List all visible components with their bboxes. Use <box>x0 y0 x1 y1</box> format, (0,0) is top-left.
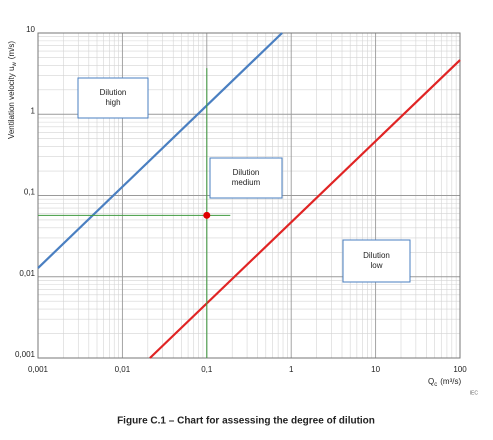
series-line <box>149 59 461 359</box>
x-tick-label: 0,01 <box>115 365 131 374</box>
x-label-sub: c <box>434 382 437 388</box>
annotation-text: Dilution <box>363 251 390 260</box>
x-tick-label: 1 <box>289 365 294 374</box>
x-tick-label: 0,1 <box>201 365 213 374</box>
plot-frame <box>37 32 461 359</box>
point <box>203 211 211 219</box>
y-label-sub: w <box>12 62 18 68</box>
y-tick-label: 10 <box>26 25 35 34</box>
x-tick-label: 100 <box>453 365 467 374</box>
annotation-text: Dilution <box>100 88 127 97</box>
y-tick-label: 1 <box>31 106 36 115</box>
chart-title: Figure C.1 – Chart for assessing the deg… <box>117 416 375 427</box>
x-tick-label: 10 <box>371 365 380 374</box>
x-axis-label: Qc (m³/s) <box>428 377 461 387</box>
annotation-box <box>342 239 411 283</box>
annotation-text: Dilution <box>233 168 260 177</box>
source: IEC <box>470 390 479 396</box>
y-label-unit: (m/s) <box>7 41 16 60</box>
annotation-box <box>77 77 149 119</box>
x-tick-label: 0,001 <box>28 365 49 374</box>
annotation-text: low <box>370 261 382 270</box>
y-label-main: Ventilation velocity u <box>7 67 16 140</box>
annotation-box <box>209 157 283 199</box>
annotation-text: high <box>105 98 120 107</box>
x-label-main: Q <box>428 377 434 386</box>
series-line <box>37 32 283 269</box>
annotation-text: medium <box>232 178 261 187</box>
x-label-unit: (m³/s) <box>440 377 461 386</box>
y-tick-label: 0,1 <box>24 188 36 197</box>
y-axis-label: Ventilation velocity uw (m/s) <box>7 41 17 139</box>
y-tick-label: 0,001 <box>15 350 36 359</box>
y-tick-label: 0,01 <box>19 269 35 278</box>
